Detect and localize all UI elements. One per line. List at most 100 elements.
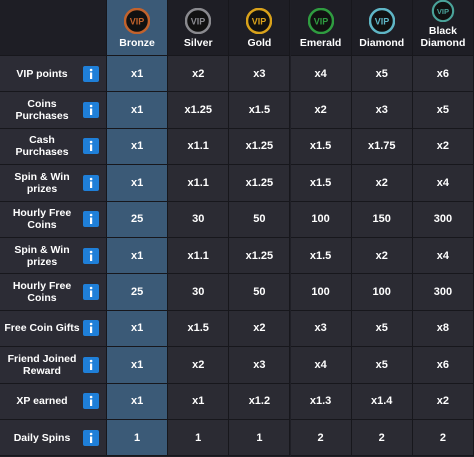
row-label-cell: Hourly Free Coins xyxy=(0,201,107,238)
badge-ring xyxy=(431,0,455,22)
row-label: Coins Purchases xyxy=(4,98,80,122)
info-button[interactable] xyxy=(83,174,99,191)
value-cell: 50 xyxy=(229,274,291,311)
value-cell: x4 xyxy=(290,347,352,384)
info-dot xyxy=(89,432,93,435)
corner-cell xyxy=(0,0,107,56)
value-cell: x1 xyxy=(107,310,169,348)
value-cell: x1.25 xyxy=(168,92,230,129)
info-dot xyxy=(89,141,93,144)
info-stem xyxy=(90,72,93,79)
info-stem xyxy=(90,108,93,116)
row-label: Friend Joined Reward xyxy=(4,353,80,377)
row-label-line: Hourly Free xyxy=(12,207,72,220)
badge-text: VIP xyxy=(252,17,267,27)
value-cell: x1 xyxy=(107,56,169,93)
value-cell: x1.2 xyxy=(229,383,291,420)
value-cell: x1.1 xyxy=(168,165,230,202)
value-cell: x4 xyxy=(412,165,474,202)
value-cell: x3 xyxy=(229,347,291,384)
value-cell: x5 xyxy=(351,347,413,384)
row-label: Hourly Free Coins xyxy=(4,280,80,304)
info-stem xyxy=(90,436,93,443)
row-label: Cash Purchases xyxy=(4,134,80,158)
value-cell: x1.5 xyxy=(290,165,352,202)
info-dot xyxy=(89,323,93,326)
row-label-line: Reward xyxy=(23,364,61,377)
row-label-cell: Cash Purchases xyxy=(0,128,107,166)
row-label-line: XP earned xyxy=(16,395,68,408)
value-cell: x4 xyxy=(290,56,352,93)
value-cell: 1 xyxy=(229,420,291,457)
row-label: Daily Spins xyxy=(4,432,80,444)
info-button[interactable] xyxy=(83,247,99,264)
row-label-line: Purchases xyxy=(15,146,69,159)
row-label-line: Cash xyxy=(29,134,55,147)
value-cell: x3 xyxy=(290,310,352,348)
value-cell: x1 xyxy=(107,347,169,384)
value-cell: x5 xyxy=(351,310,413,348)
row-label: Free Coin Gifts xyxy=(4,322,80,334)
info-button[interactable] xyxy=(83,211,99,228)
row-label-line: prizes xyxy=(26,255,58,268)
info-button[interactable] xyxy=(83,393,99,410)
info-dot xyxy=(89,250,93,253)
tier-badge: VIP xyxy=(185,8,212,34)
value-cell: 30 xyxy=(168,201,230,238)
row-label-line: Coins xyxy=(27,219,57,232)
row-label-cell: Daily Spins xyxy=(0,420,107,457)
row-label: VIP points xyxy=(4,68,80,80)
row-label-cell: Friend Joined Reward xyxy=(0,347,107,384)
info-dot xyxy=(89,68,93,71)
value-cell: x1.4 xyxy=(351,383,413,420)
tier-header: VIP Silver xyxy=(168,0,230,56)
info-button[interactable] xyxy=(83,356,99,373)
row-label: Spin & Win prizes xyxy=(4,171,80,195)
badge-ring xyxy=(124,8,151,34)
info-button[interactable] xyxy=(83,65,99,82)
badge-text: VIP xyxy=(130,17,145,27)
info-button[interactable] xyxy=(83,320,99,337)
row-label-line: Free Coin Gifts xyxy=(4,322,80,335)
value-cell: x2 xyxy=(168,347,230,384)
value-cell: x1.3 xyxy=(290,383,352,420)
info-button[interactable] xyxy=(83,138,99,155)
value-cell: x1.25 xyxy=(229,165,291,202)
value-cell: x1 xyxy=(107,383,169,420)
tier-badge: VIP xyxy=(368,8,395,34)
row-label-cell: VIP points xyxy=(0,56,107,93)
info-dot xyxy=(89,359,93,363)
value-cell: x3 xyxy=(351,92,413,129)
value-cell: x3 xyxy=(229,56,291,93)
row-label-cell: Spin & Win prizes xyxy=(0,238,107,275)
tier-name: Silver xyxy=(183,37,213,49)
value-cell: x1.25 xyxy=(229,238,291,275)
info-button[interactable] xyxy=(83,102,99,119)
value-cell: x1.1 xyxy=(168,238,230,275)
value-cell: x1 xyxy=(107,238,169,275)
value-cell: x1.5 xyxy=(168,310,230,348)
value-cell: x1.5 xyxy=(229,92,291,129)
row-label: Spin & Win prizes xyxy=(4,244,80,268)
value-cell: 2 xyxy=(351,420,413,457)
row-label-line: Daily Spins xyxy=(13,431,71,444)
badge-ring xyxy=(246,8,273,34)
tier-header: VIP Bronze xyxy=(107,0,169,56)
tier-header: VIP Gold xyxy=(229,0,291,56)
tier-name: Gold xyxy=(247,37,272,49)
value-cell: x1 xyxy=(168,383,230,420)
value-cell: x4 xyxy=(412,238,474,275)
row-label-line: Friend Joined xyxy=(7,352,77,365)
info-button[interactable] xyxy=(83,429,99,446)
value-cell: 300 xyxy=(412,274,474,311)
value-cell: x2 xyxy=(229,310,291,348)
info-button[interactable] xyxy=(83,284,99,301)
row-label: XP earned xyxy=(4,395,80,407)
info-dot xyxy=(89,104,93,108)
row-label-line: Hourly Free xyxy=(12,280,72,293)
row-label-line: Spin & Win xyxy=(14,170,70,183)
value-cell: 30 xyxy=(168,274,230,311)
value-cell: 300 xyxy=(412,201,474,238)
info-stem xyxy=(90,399,93,407)
tier-header: VIP Black Diamond xyxy=(412,0,474,56)
